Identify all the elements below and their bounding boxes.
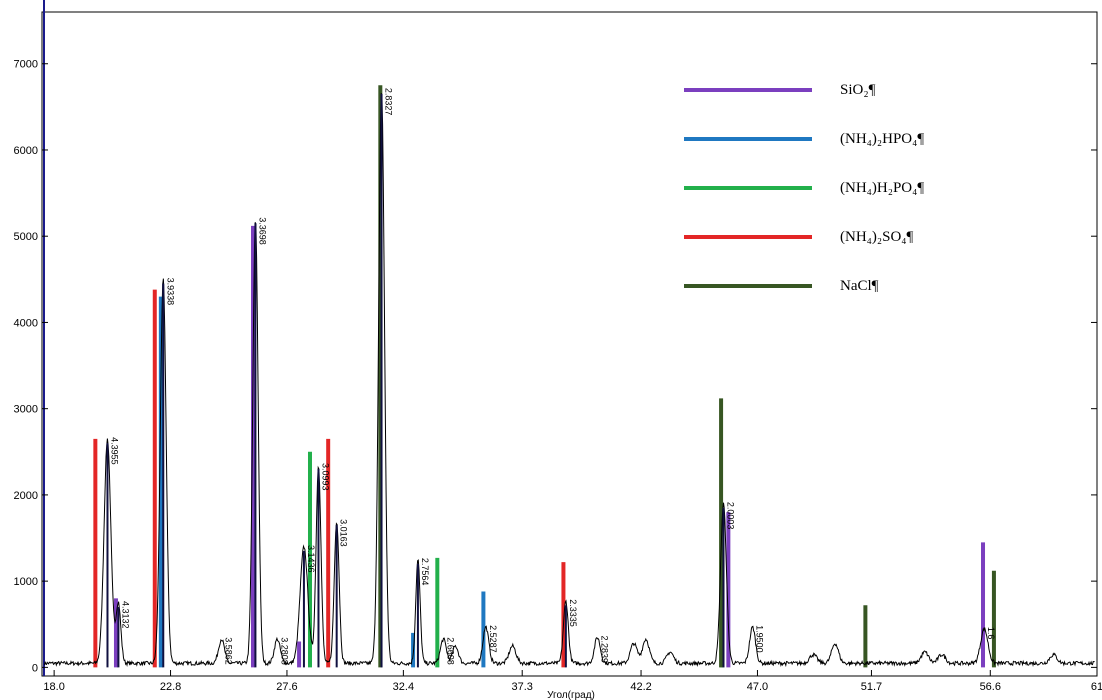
- legend-entry: (NH₄)₂SO₄¶: [840, 229, 914, 245]
- peak-label: 3.0163: [339, 519, 349, 547]
- legend: SiO₂¶ (NH₄)₂HPO₄¶ (NH₄)H₂PO₄¶ (NH₄)₂SO₄¶ NaC…: [684, 82, 924, 294]
- x-axis-label: Угол(град): [547, 690, 595, 700]
- x-tick-label: 51.7: [861, 681, 882, 693]
- peak-label: 3.1436: [306, 545, 316, 573]
- peak-label: 2.6608: [445, 637, 455, 665]
- peak-label: 3.5862: [223, 637, 233, 665]
- peak-label: 1.9500: [755, 625, 765, 653]
- x-tick-label: 56.6: [980, 681, 1001, 693]
- y-tick-label: 7000: [14, 59, 38, 71]
- y-tick-label: 0: [32, 662, 38, 674]
- y-tick-label: 4000: [14, 317, 38, 329]
- y-tick-label: 1000: [14, 576, 38, 588]
- diffraction-pattern: [43, 92, 1095, 668]
- legend-entry: NaCl¶: [840, 278, 879, 294]
- y-tick-label: 2000: [14, 490, 38, 502]
- legend-entry: (NH₄)₂HPO₄¶: [840, 131, 924, 147]
- peak-label: 2.8327: [384, 88, 394, 116]
- peak-label: 4.3132: [120, 601, 130, 629]
- x-tick-label: 32.4: [393, 681, 414, 693]
- legend-entry: SiO₂¶: [840, 82, 876, 98]
- peak-label: 2.2839: [599, 636, 609, 664]
- y-axis-ticks: 0 1000 2000 3000 4000 5000 6000 7000: [14, 59, 1097, 674]
- peak-label: 2.3335: [568, 599, 578, 627]
- peak-label: 2.7564: [420, 558, 430, 586]
- plot-border: [41, 11, 1098, 677]
- peak-label: 3.9338: [165, 278, 175, 306]
- legend-entry: (NH₄)H₂PO₄¶: [840, 180, 924, 196]
- peak-label: 1.6: [986, 627, 996, 640]
- peak-label: 4.3955: [109, 437, 119, 465]
- x-tick-label: 61: [1091, 681, 1102, 693]
- peak-labels: 4.3955 4.3132 3.9338 3.5862 3.3698 3.2808 3.14…: [109, 88, 996, 665]
- peak-label: 3.2808: [279, 637, 289, 665]
- peak-label: 3.3698: [257, 217, 267, 245]
- x-tick-label: 42.2: [630, 681, 651, 693]
- peak-label: 2.0003: [726, 502, 736, 530]
- plot-frame: [41, 0, 1098, 677]
- pattern-line: [43, 92, 1095, 668]
- y-tick-label: 6000: [14, 145, 38, 157]
- y-tick-label: 5000: [14, 231, 38, 243]
- y-tick-label: 3000: [14, 404, 38, 416]
- x-tick-label: 22.8: [160, 681, 181, 693]
- x-tick-label: 37.3: [511, 681, 532, 693]
- peak-label: 3.0993: [320, 463, 330, 491]
- x-tick-label: 27.6: [276, 681, 297, 693]
- x-tick-label: 18.0: [43, 681, 64, 693]
- peak-label: 2.5287: [488, 625, 498, 653]
- x-tick-label: 47.0: [747, 681, 768, 693]
- x-axis-ticks: 18.0 22.8 27.6 32.4 37.3 42.2 47.0 51.7 56.6 61: [43, 670, 1102, 693]
